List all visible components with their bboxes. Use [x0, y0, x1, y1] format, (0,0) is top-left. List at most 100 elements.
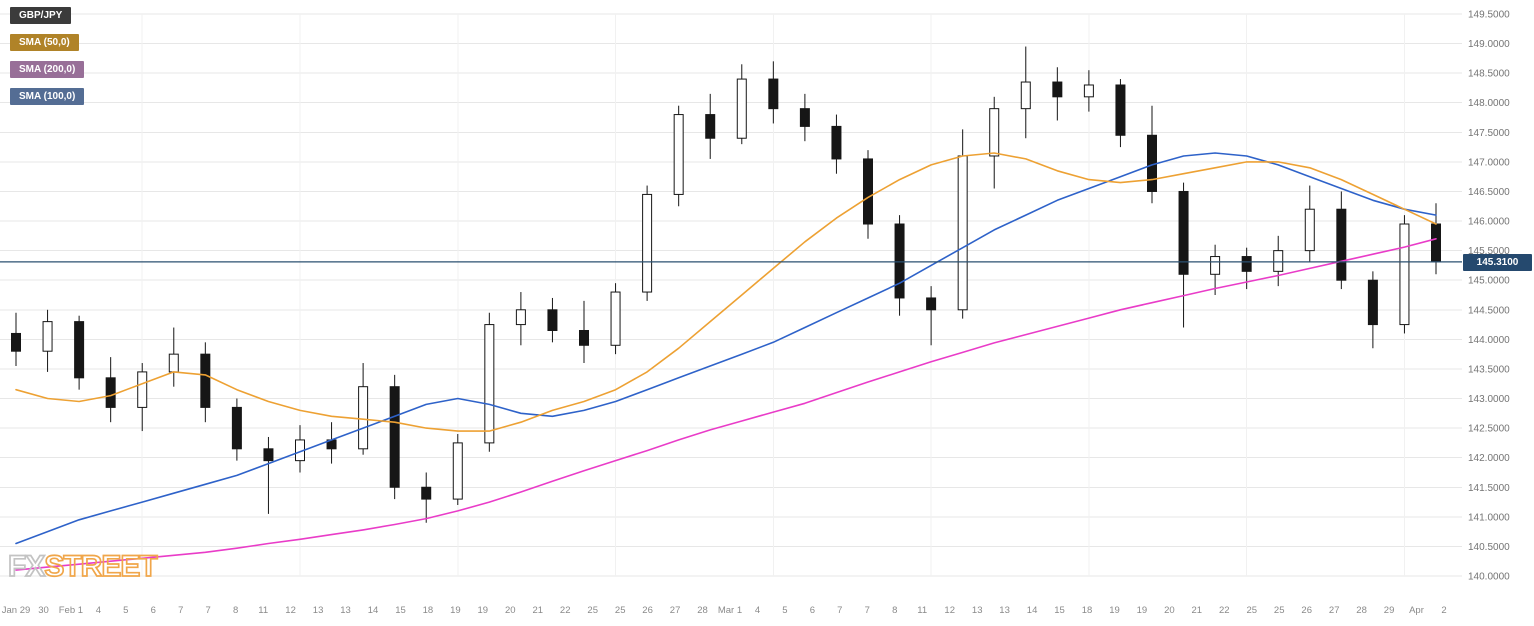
x-axis-tick-label: 7 [837, 605, 842, 616]
candle-body [957, 155, 968, 311]
y-axis-tick-label: 145.5000 [1468, 246, 1510, 257]
sma50-chip[interactable]: SMA (50,0) [10, 34, 79, 51]
candle-body [547, 309, 558, 331]
x-axis-tick-label: 7 [178, 605, 183, 616]
chart-legend: GBP/JPY SMA (50,0) SMA (200,0) SMA (100,… [10, 7, 85, 105]
x-axis-tick-label: 21 [1192, 605, 1203, 616]
candle-body [484, 324, 495, 444]
axes: 149.5000 149.0000 148.5000 148.0000 147.5000… [2, 10, 1510, 617]
y-axis-tick-label: 140.5000 [1468, 542, 1510, 553]
y-axis-tick-label: 144.5000 [1468, 305, 1510, 316]
candle-body [11, 332, 21, 352]
x-axis-tick-label: 13 [340, 605, 351, 616]
x-axis-tick-label: 11 [258, 605, 268, 616]
x-axis-tick-label: 28 [697, 605, 708, 616]
x-axis-tick-label: 20 [1164, 605, 1175, 616]
sma-100-0-line [15, 152, 1437, 545]
watermark-street: STREET [43, 549, 158, 584]
symbol-chip[interactable]: GBP/JPY [10, 7, 72, 24]
candle-body [452, 442, 463, 500]
candle-body [1367, 279, 1378, 326]
x-axis-tick-label: 7 [865, 605, 870, 616]
x-axis-tick-label: 25 [587, 605, 598, 616]
x-axis-tick-label: 25 [1247, 605, 1258, 616]
x-axis-tick-label: 13 [972, 605, 983, 616]
sma100-chip[interactable]: SMA (100,0) [10, 88, 85, 105]
candle-body [42, 321, 53, 352]
y-axis-tick-label: 149.0000 [1468, 39, 1510, 50]
candle-body [74, 321, 85, 379]
y-axis-tick-label: 148.0000 [1468, 98, 1510, 109]
y-axis-tick-label: 142.5000 [1468, 424, 1510, 435]
x-axis-tick-label: 26 [642, 605, 653, 616]
x-axis-tick-label: 20 [505, 605, 516, 616]
candle-body [1241, 256, 1252, 272]
candle-body [831, 125, 842, 160]
candle-body [200, 353, 211, 408]
x-axis-tick-label: 15 [1054, 605, 1065, 616]
x-axis-tick-label: 27 [670, 605, 681, 616]
candle-body [168, 353, 179, 373]
candle-body [610, 291, 621, 346]
y-axis-tick-label: 149.5000 [1468, 10, 1510, 21]
x-axis-tick-label: 8 [233, 605, 238, 616]
x-axis-tick-label: 15 [395, 605, 406, 616]
x-axis-tick-label: 19 [450, 605, 461, 616]
x-axis-tick-label: 18 [1082, 605, 1093, 616]
sma-50-0-line [15, 152, 1437, 432]
x-axis-tick-label: 13 [999, 605, 1010, 616]
candle-body [799, 108, 810, 127]
candle-body [1273, 250, 1284, 272]
candle-body [926, 297, 937, 311]
sma200-chip[interactable]: SMA (200,0) [10, 61, 85, 78]
y-axis-tick-label: 143.0000 [1468, 394, 1510, 405]
candle-body [736, 78, 747, 139]
y-axis-tick-label: 142.0000 [1468, 453, 1510, 464]
candle-body [1052, 81, 1063, 98]
x-axis-tick-label: 6 [810, 605, 815, 616]
candle-body [421, 486, 432, 500]
x-axis-tick-label: 12 [944, 605, 955, 616]
x-axis-tick-label: 19 [478, 605, 489, 616]
x-axis-tick-label: 14 [1027, 605, 1038, 616]
candle-body [263, 448, 274, 462]
candle-body [137, 371, 148, 408]
candle-body [231, 406, 242, 450]
x-axis-tick-label: 30 [38, 605, 49, 616]
x-axis-tick-label: 12 [285, 605, 296, 616]
y-axis-tick-label: 146.5000 [1468, 187, 1510, 198]
candles [11, 46, 1441, 523]
sma-200-0-line [15, 238, 1437, 571]
y-axis-tick-label: 141.0000 [1468, 512, 1510, 523]
candle-body [642, 193, 653, 293]
x-axis-tick-label: 2 [1441, 605, 1446, 616]
x-axis-tick-label: 21 [533, 605, 544, 616]
candle-body [1304, 208, 1315, 252]
y-axis-tick-label: 143.5000 [1468, 364, 1510, 375]
x-axis-tick-label: 5 [123, 605, 128, 616]
candle-body [989, 108, 1000, 157]
x-axis-tick-label: 4 [96, 605, 101, 616]
x-axis-tick-label: Mar 1 [718, 605, 742, 616]
grid [0, 13, 1462, 577]
x-axis-tick-label: 19 [1137, 605, 1148, 616]
candle-body [1210, 256, 1221, 275]
x-axis-tick-label: 22 [560, 605, 571, 616]
candle-body [894, 223, 905, 299]
candle-body [1399, 223, 1410, 326]
candle-body [1178, 190, 1189, 275]
x-axis-tick-label: 13 [313, 605, 324, 616]
y-axis-tick-label: 140.0000 [1468, 572, 1510, 583]
y-axis-tick-label: 141.5000 [1468, 483, 1510, 494]
x-axis-tick-label: 26 [1301, 605, 1312, 616]
candle-body [579, 329, 589, 346]
x-axis-tick-label: Apr [1409, 605, 1424, 616]
candle-body [105, 377, 116, 408]
x-axis-tick-label: 11 [917, 605, 927, 616]
x-axis-tick-label: 7 [206, 605, 211, 616]
watermark-fx: FX [7, 549, 46, 584]
candle-body [673, 114, 684, 195]
sma-lines [15, 152, 1437, 571]
